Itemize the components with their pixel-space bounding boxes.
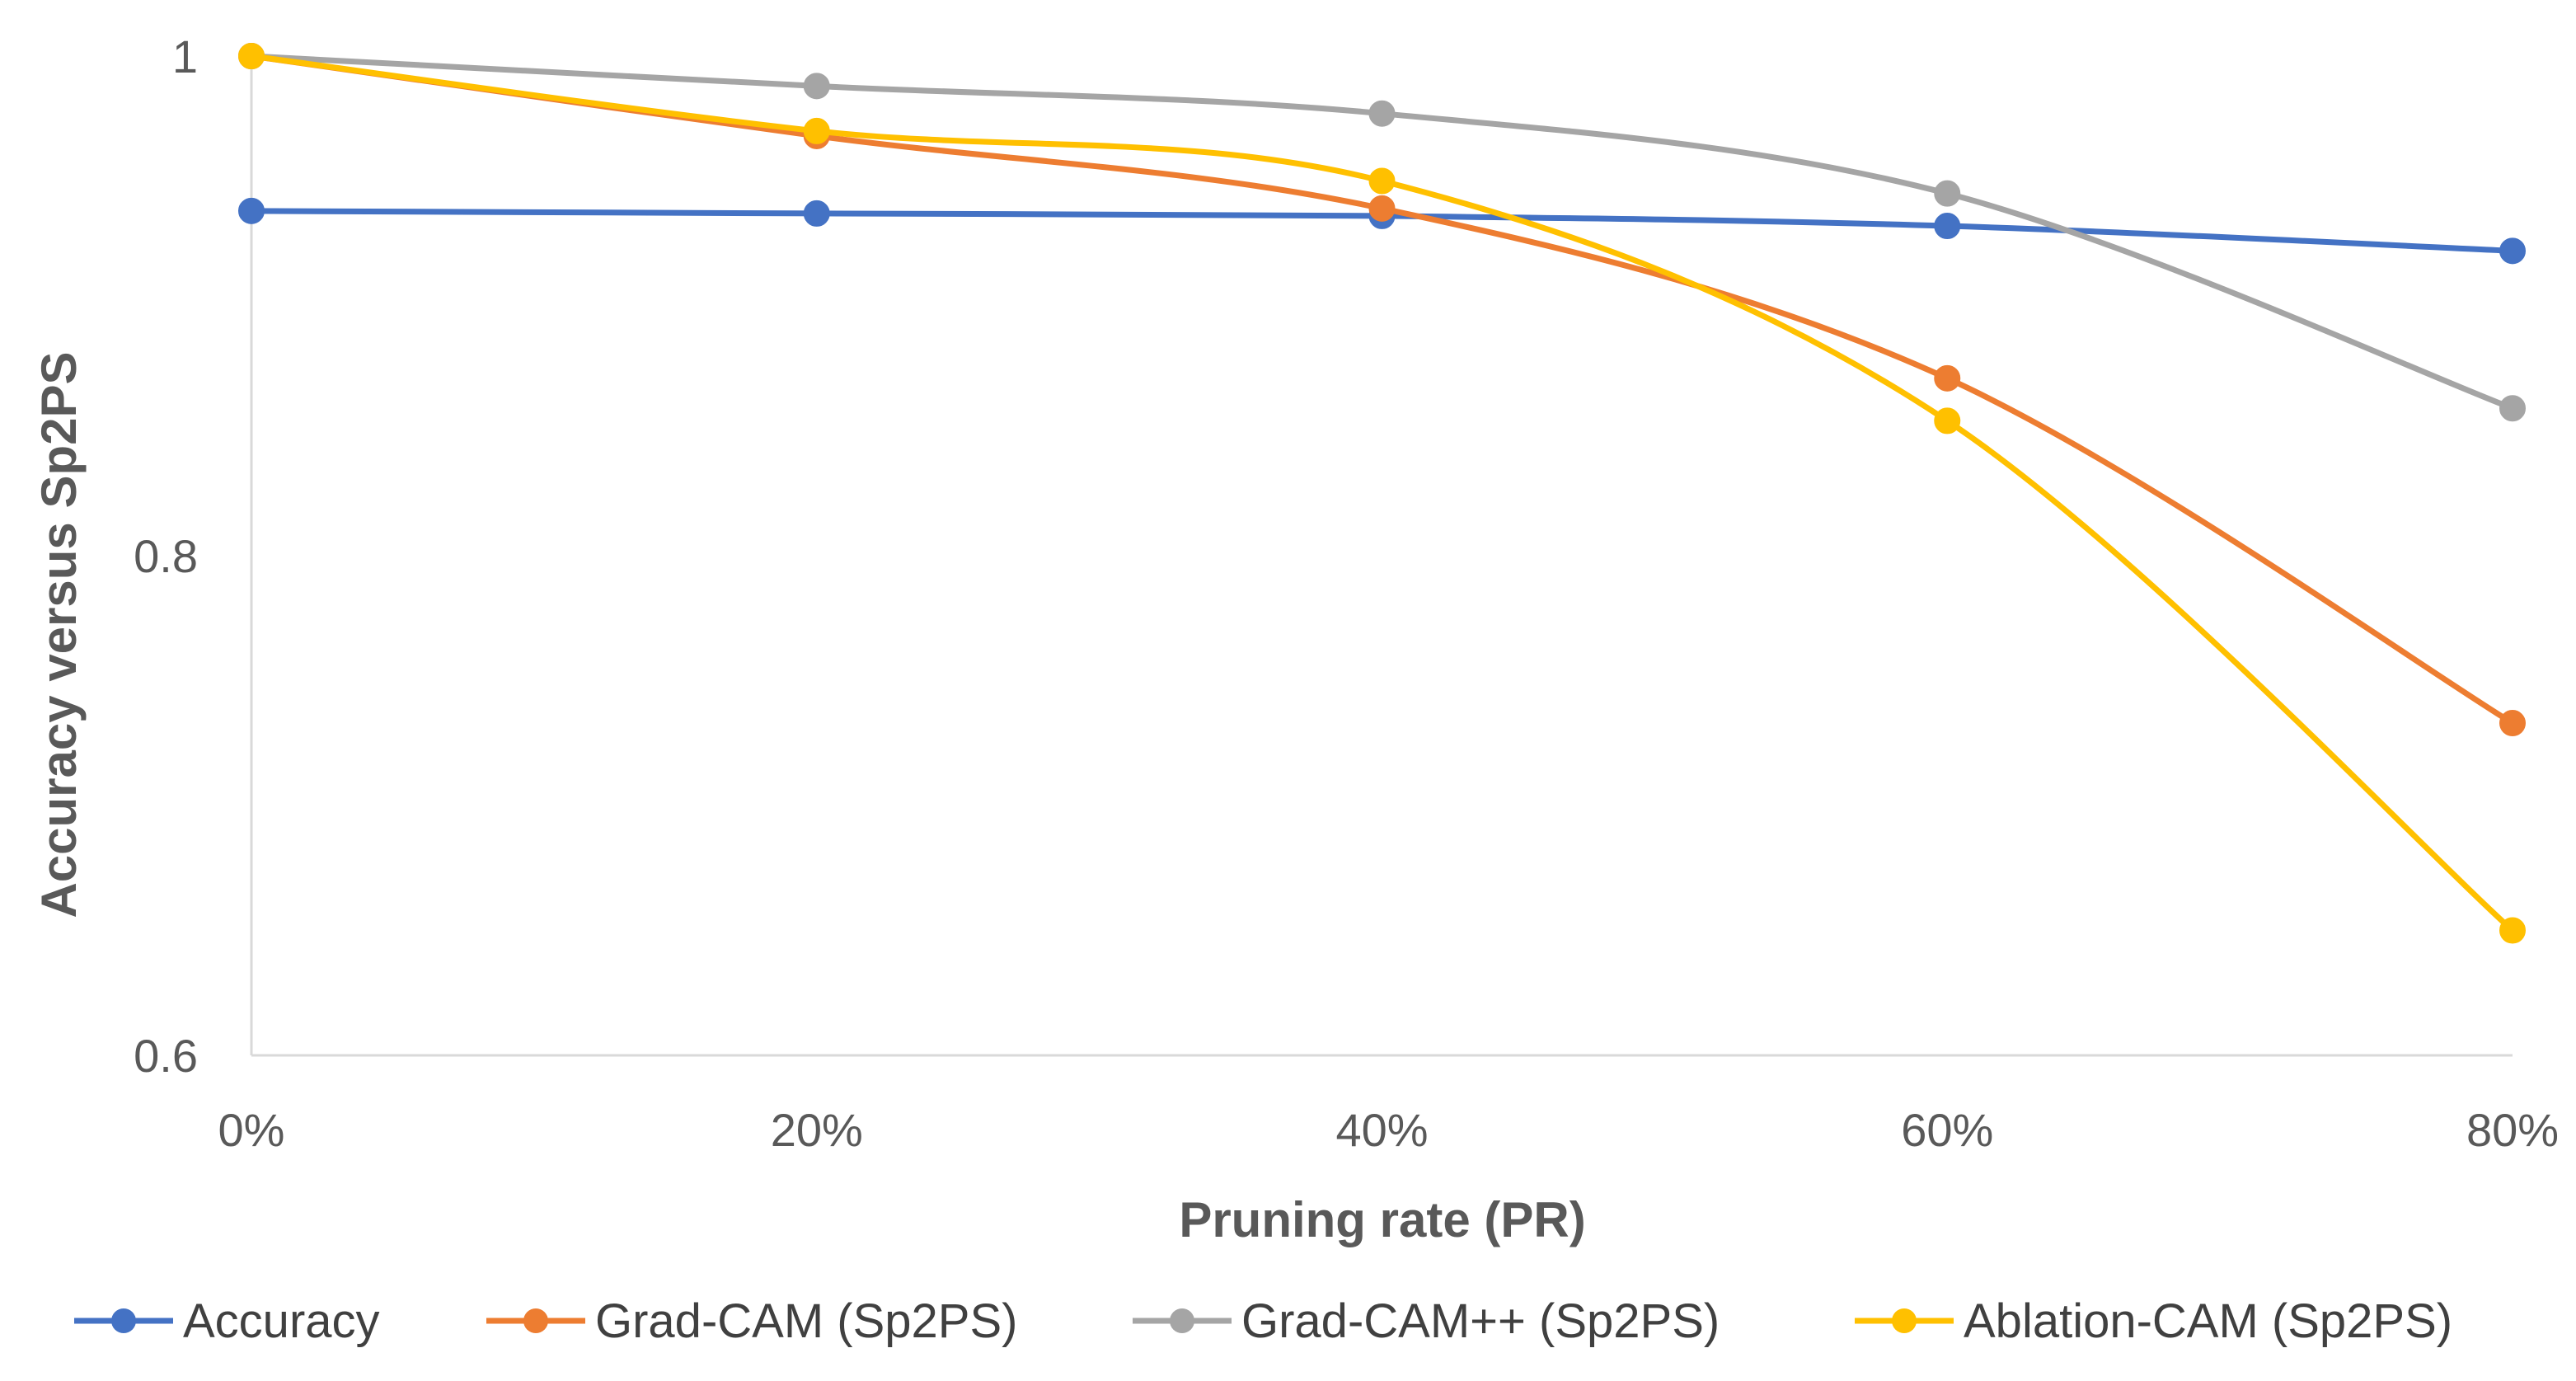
legend-item: Grad-CAM (Sp2PS) [486,1294,1017,1348]
legend-label: Accuracy [183,1294,380,1348]
legend-item: Grad-CAM++ (Sp2PS) [1133,1294,1720,1348]
data-point [238,43,265,69]
series-ablation-cam-sp2ps [238,43,2526,944]
data-point [2499,395,2526,422]
series-line [248,53,2516,933]
data-point [803,117,830,144]
legend-item: Ablation-CAM (Sp2PS) [1855,1294,2452,1348]
data-point [2499,237,2526,265]
data-point [2499,710,2526,737]
legend-label: Grad-CAM++ (Sp2PS) [1241,1294,1720,1348]
y-tick-label: 0.6 [134,1030,198,1082]
data-point [1368,100,1396,127]
data-point [2499,917,2526,944]
data-point [1368,195,1396,222]
x-tick-label: 20% [771,1104,863,1156]
x-tick-label: 40% [1335,1104,1428,1156]
data-point [238,197,265,224]
series-grad-cam-sp2ps [238,43,2526,737]
legend-label: Grad-CAM (Sp2PS) [595,1294,1017,1348]
legend-marker [1892,1308,1917,1333]
legend-marker [111,1308,136,1333]
series-line [248,53,2516,726]
data-point [1934,364,1961,392]
legend-marker [523,1308,548,1333]
legend: Accuracy Grad-CAM (Sp2PS) Grad-CAM++ (Sp2P… [74,1294,2452,1348]
data-point [1368,167,1396,195]
data-point [1934,180,1961,207]
data-point [1934,407,1961,434]
x-axis-title: Pruning rate (PR) [1179,1192,1585,1247]
data-point [1934,213,1961,240]
y-tick-label: 0.8 [134,530,198,582]
x-tick-label: 60% [1901,1104,1993,1156]
legend-item: Accuracy [74,1294,380,1348]
x-tick-label: 0% [218,1104,285,1156]
y-axis-title: Accuracy versus Sp2PS [31,351,87,918]
x-tick-labels: 0% 20% 40% 60% 80% [218,1104,2560,1156]
legend-label: Ablation-CAM (Sp2PS) [1964,1294,2452,1348]
x-tick-label: 80% [2466,1104,2559,1156]
y-tick-label: 1 [172,31,198,82]
series-layer [238,43,2526,944]
y-tick-labels: 0.6 0.8 1 [134,31,198,1082]
data-point [803,200,830,227]
legend-marker [1170,1308,1194,1333]
data-point [803,73,830,100]
